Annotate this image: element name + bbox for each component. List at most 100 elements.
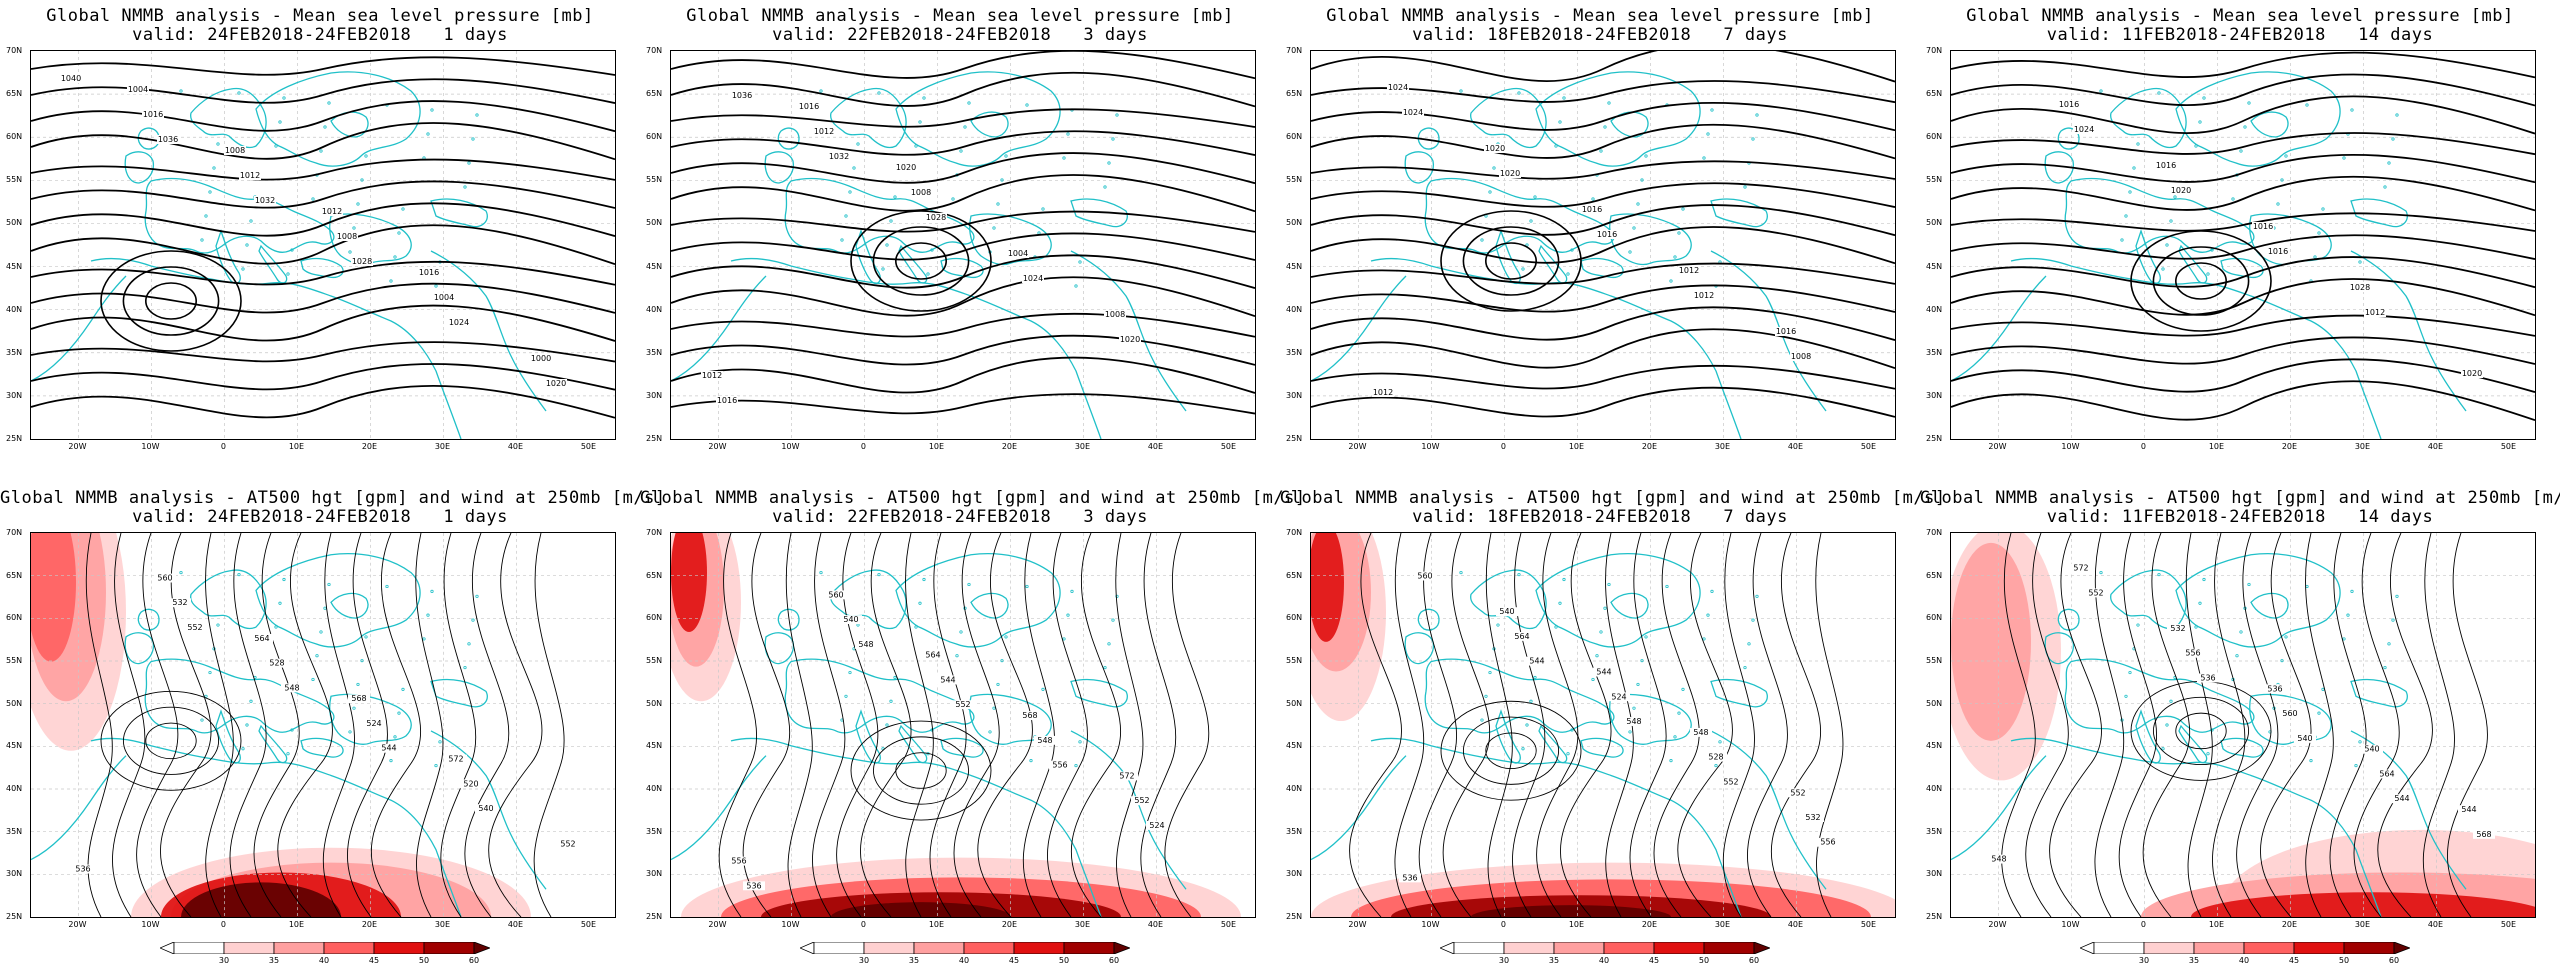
isobar-line — [671, 356, 1255, 394]
island-outline — [1459, 571, 1463, 575]
island-outline — [844, 214, 848, 218]
longitude-tick-label: 40E — [1787, 442, 1804, 451]
latitude-tick-label: 65N — [1926, 89, 1943, 99]
map-plot-area: 536 540 544 548 552 556 560 564 568 572 532 536 540 5… — [1950, 532, 2536, 918]
map-plot-area: 1024 1020 1016 1012 1008 1024 1020 1016 1012 1016… — [1310, 50, 1896, 440]
colorbar-tick-label: 30 — [1498, 956, 1510, 965]
island-outline — [2383, 185, 2387, 189]
latitude-tick-label: 40N — [1926, 784, 1943, 793]
isobar-line — [1951, 358, 2535, 393]
island-outline — [393, 735, 397, 739]
colorbar-segment — [2193, 942, 2245, 954]
latitude-tick-label: 70N — [646, 46, 663, 55]
panel-title: Global NMMB analysis - AT500 hgt [gpm] a… — [1280, 488, 1946, 508]
island-outline — [179, 89, 183, 93]
height-contour-line — [1629, 533, 1667, 917]
coastline — [777, 608, 800, 631]
contour-label-background — [937, 675, 959, 685]
contour-label-background — [142, 110, 164, 119]
height-contour-line — [2049, 533, 2102, 917]
latitude-tick-label: 30N — [1926, 390, 1943, 400]
island-outline — [2128, 670, 2132, 675]
contour-label-background — [2085, 588, 2107, 598]
contour-label-background — [910, 188, 932, 197]
latitude-tick-label: 25N — [1926, 434, 1943, 443]
cutoff-low-contour — [895, 752, 947, 789]
coastline — [730, 257, 1102, 439]
island-outline — [881, 267, 885, 271]
longitude-tick-label: 10E — [288, 442, 305, 451]
contour-label: 544 — [940, 675, 955, 684]
island-outline — [471, 137, 475, 141]
height-contour-line — [1653, 533, 1700, 917]
contour-label-background — [1034, 735, 1056, 745]
low-pressure-isobar — [2152, 246, 2250, 316]
contour-label: 1012 — [1373, 388, 1393, 397]
contour-label-background — [336, 232, 358, 241]
contour-label-background — [825, 590, 847, 600]
height-contour-line — [440, 533, 477, 917]
height-contour-line — [2025, 533, 2069, 917]
longitude-tick-label: 50E — [580, 442, 597, 451]
contour-label: 548 — [1037, 736, 1052, 745]
coastline — [430, 678, 488, 708]
mslp-map-panel: Global NMMB analysis - Mean sea level pr… — [1280, 0, 1920, 480]
latitude-tick-label: 35N — [1286, 347, 1303, 357]
latitude-tick-label: 60N — [6, 613, 23, 623]
contour-label-background — [701, 371, 723, 380]
low-pressure-isobar — [872, 226, 970, 296]
latitude-tick-label: 70N — [1926, 528, 1943, 537]
contour-label: 1004 — [128, 85, 148, 94]
island-outline — [1521, 267, 1525, 271]
isobar-line — [31, 158, 615, 181]
island-outline — [319, 630, 323, 634]
contour-label: 540 — [478, 804, 493, 813]
contour-label: 1040 — [61, 74, 81, 83]
longitude-tick-label: 30E — [2354, 442, 2371, 451]
contour-label: 544 — [1596, 668, 1611, 677]
height-contour-line — [2260, 533, 2312, 917]
contour-label-background — [1116, 771, 1138, 781]
coastline — [215, 709, 241, 764]
isobar-line — [31, 341, 615, 363]
contour-label: 1020 — [1485, 144, 1505, 153]
contour-label-background — [1593, 667, 1615, 677]
coastline — [1610, 592, 1649, 619]
island-outline — [2395, 594, 2399, 598]
island-outline — [434, 763, 438, 768]
island-outline — [1628, 730, 1632, 734]
contour-label: 1020 — [546, 379, 566, 388]
colorbar-tick-label: 35 — [1548, 956, 1560, 965]
isobar-line — [671, 232, 1255, 261]
island-outline — [463, 185, 467, 189]
isobar-line — [1951, 132, 2535, 156]
island-outline — [1607, 582, 1611, 587]
island-outline — [1677, 711, 1681, 715]
island-outline — [208, 670, 212, 675]
map-plot-area: 1040 1036 1032 1028 1024 1020 1016 1012 1008 1004… — [30, 50, 616, 440]
island-outline — [249, 219, 253, 223]
island-outline — [1681, 687, 1685, 691]
contour-label-background — [1484, 144, 1506, 153]
contour-label-background — [922, 650, 944, 660]
coastline — [1710, 198, 1768, 228]
isobar-line — [671, 130, 1255, 156]
island-outline — [1074, 763, 1078, 768]
longitude-tick-label: 40E — [1147, 442, 1164, 451]
contour-label: 1028 — [926, 213, 946, 222]
height-contour-line — [136, 533, 179, 917]
jet-stream-shading — [31, 533, 76, 662]
latitude-tick-label: 50N — [1926, 698, 1943, 708]
contour-label-background — [1104, 310, 1126, 319]
latitude-tick-label: 25N — [6, 434, 23, 443]
contour-label: 568 — [1022, 711, 1037, 720]
coastline — [2250, 592, 2289, 619]
latitude-tick-label: 45N — [1926, 741, 1943, 751]
longitude-tick-label: 20E — [1001, 920, 1018, 929]
contour-label-background — [169, 598, 191, 608]
island-outline — [2235, 654, 2239, 658]
island-outline — [467, 161, 471, 165]
low-pressure-isobar — [1485, 242, 1538, 280]
height-contour-line — [229, 533, 267, 917]
low-pressure-isobar — [850, 210, 992, 312]
